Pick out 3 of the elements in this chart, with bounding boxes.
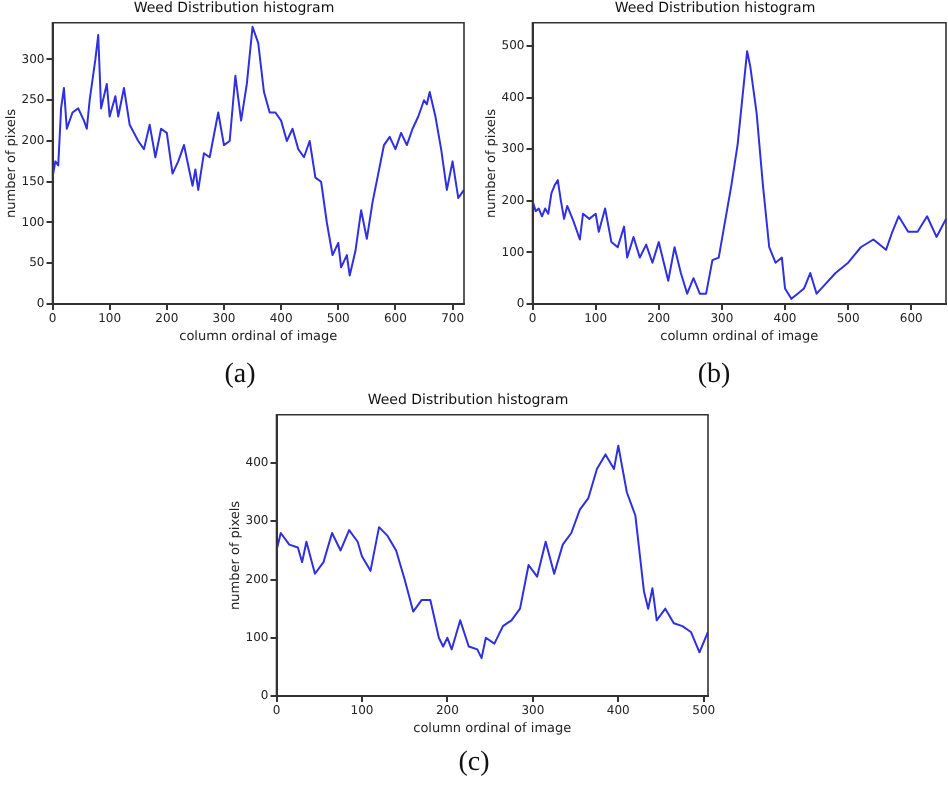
text: (a) (222, 360, 258, 392)
text: (c) (456, 748, 492, 780)
text: (b) (695, 360, 733, 392)
